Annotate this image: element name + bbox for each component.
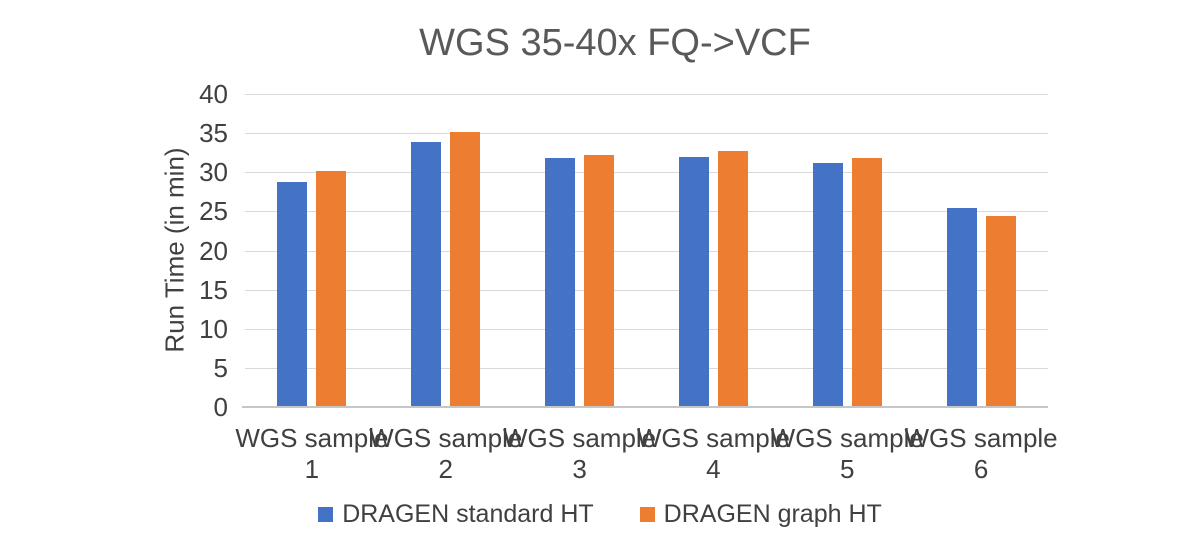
x-axis-line	[242, 406, 1048, 408]
gridline	[245, 172, 1048, 174]
y-tick-label: 25	[199, 196, 228, 227]
x-axis-category-label: WGS sample 5	[770, 423, 924, 484]
gridline	[245, 211, 1048, 213]
bar-series-2-category-5	[851, 158, 882, 406]
bar-series-2-category-4	[717, 151, 748, 406]
gridline	[245, 133, 1048, 135]
gridline	[245, 328, 1048, 330]
y-tick-label: 20	[199, 235, 228, 266]
x-axis-category-label: WGS sample 1	[235, 423, 389, 484]
bar-series-2-category-2	[450, 132, 481, 406]
bar-series-1-category-5	[812, 162, 843, 406]
bar-series-1-category-2	[411, 141, 442, 406]
x-axis-category-label: WGS sample 4	[636, 423, 790, 484]
legend-swatch-2	[639, 507, 655, 522]
x-axis-category-label: WGS sample 6	[904, 423, 1058, 484]
x-axis-category-label: WGS sample 3	[503, 423, 657, 484]
legend-label-2: DRAGEN graph HT	[663, 500, 882, 528]
bar-series-1-category-6	[946, 208, 977, 406]
legend-swatch-1	[318, 507, 334, 522]
legend-item-2: DRAGEN graph HT	[639, 500, 882, 529]
gridline	[245, 94, 1048, 95]
x-axis-category-label: WGS sample 2	[369, 423, 523, 484]
bar-series-2-category-6	[985, 216, 1016, 406]
legend: DRAGEN standard HT DRAGEN graph HT	[0, 500, 1200, 529]
y-tick-label: 40	[199, 79, 228, 109]
chart-title: WGS 35-40x FQ->VCF	[419, 22, 811, 64]
y-tick-label: 15	[199, 274, 228, 305]
y-tick-label: 30	[199, 157, 228, 188]
gridline	[245, 289, 1048, 291]
y-tick-label: 35	[199, 118, 228, 149]
y-tick-label: 0	[213, 392, 228, 422]
legend-label-1: DRAGEN standard HT	[342, 500, 594, 528]
y-tick-label: 10	[199, 313, 228, 344]
y-tick-label: 5	[213, 352, 228, 383]
bar-series-1-category-3	[545, 158, 576, 406]
legend-item-1: DRAGEN standard HT	[318, 500, 594, 529]
gridline	[245, 367, 1048, 369]
bar-series-1-category-4	[678, 156, 709, 406]
bar-series-2-category-1	[316, 171, 347, 406]
bar-series-2-category-3	[584, 155, 615, 406]
gridline	[245, 250, 1048, 252]
bar-series-1-category-1	[277, 181, 308, 406]
